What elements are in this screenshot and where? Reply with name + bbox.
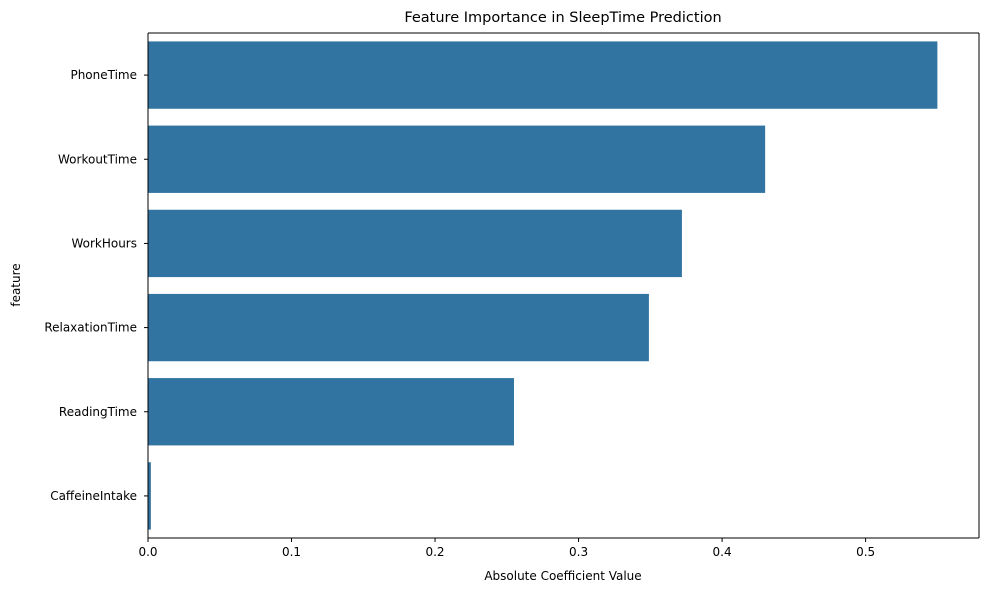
chart-title: Feature Importance in SleepTime Predicti… (404, 10, 721, 26)
x-tick-label: 0.1 (282, 545, 301, 559)
bars-group (148, 41, 938, 530)
x-axis-ticks: 0.0 0.1 0.2 0.3 0.4 0.5 (138, 538, 875, 559)
y-tick-label: RelaxationTime (44, 321, 137, 335)
y-tick-label: PhoneTime (70, 68, 137, 82)
bar-phonetime (148, 41, 938, 109)
y-tick-label: CaffeineIntake (50, 489, 137, 503)
bar-workhours (148, 209, 682, 278)
y-tick-label: ReadingTime (59, 405, 137, 419)
y-tick-label: WorkoutTime (58, 152, 137, 166)
axes-frame (147, 32, 980, 539)
bar-relaxationtime (148, 293, 649, 362)
y-tick-label: WorkHours (71, 236, 137, 250)
bar-readingtime (148, 378, 514, 446)
y-axis-ticks: PhoneTime WorkoutTime WorkHours RelaxationT… (44, 68, 148, 503)
x-tick-label: 0.5 (856, 545, 875, 559)
y-axis-label: feature (9, 263, 23, 306)
x-tick-label: 0.3 (569, 545, 588, 559)
bar-caffeineintake (148, 462, 151, 530)
x-tick-label: 0.4 (713, 545, 732, 559)
bar-workouttime (148, 125, 766, 193)
x-tick-label: 0.0 (138, 545, 157, 559)
x-axis-label: Absolute Coefficient Value (484, 569, 641, 583)
x-tick-label: 0.2 (425, 545, 444, 559)
